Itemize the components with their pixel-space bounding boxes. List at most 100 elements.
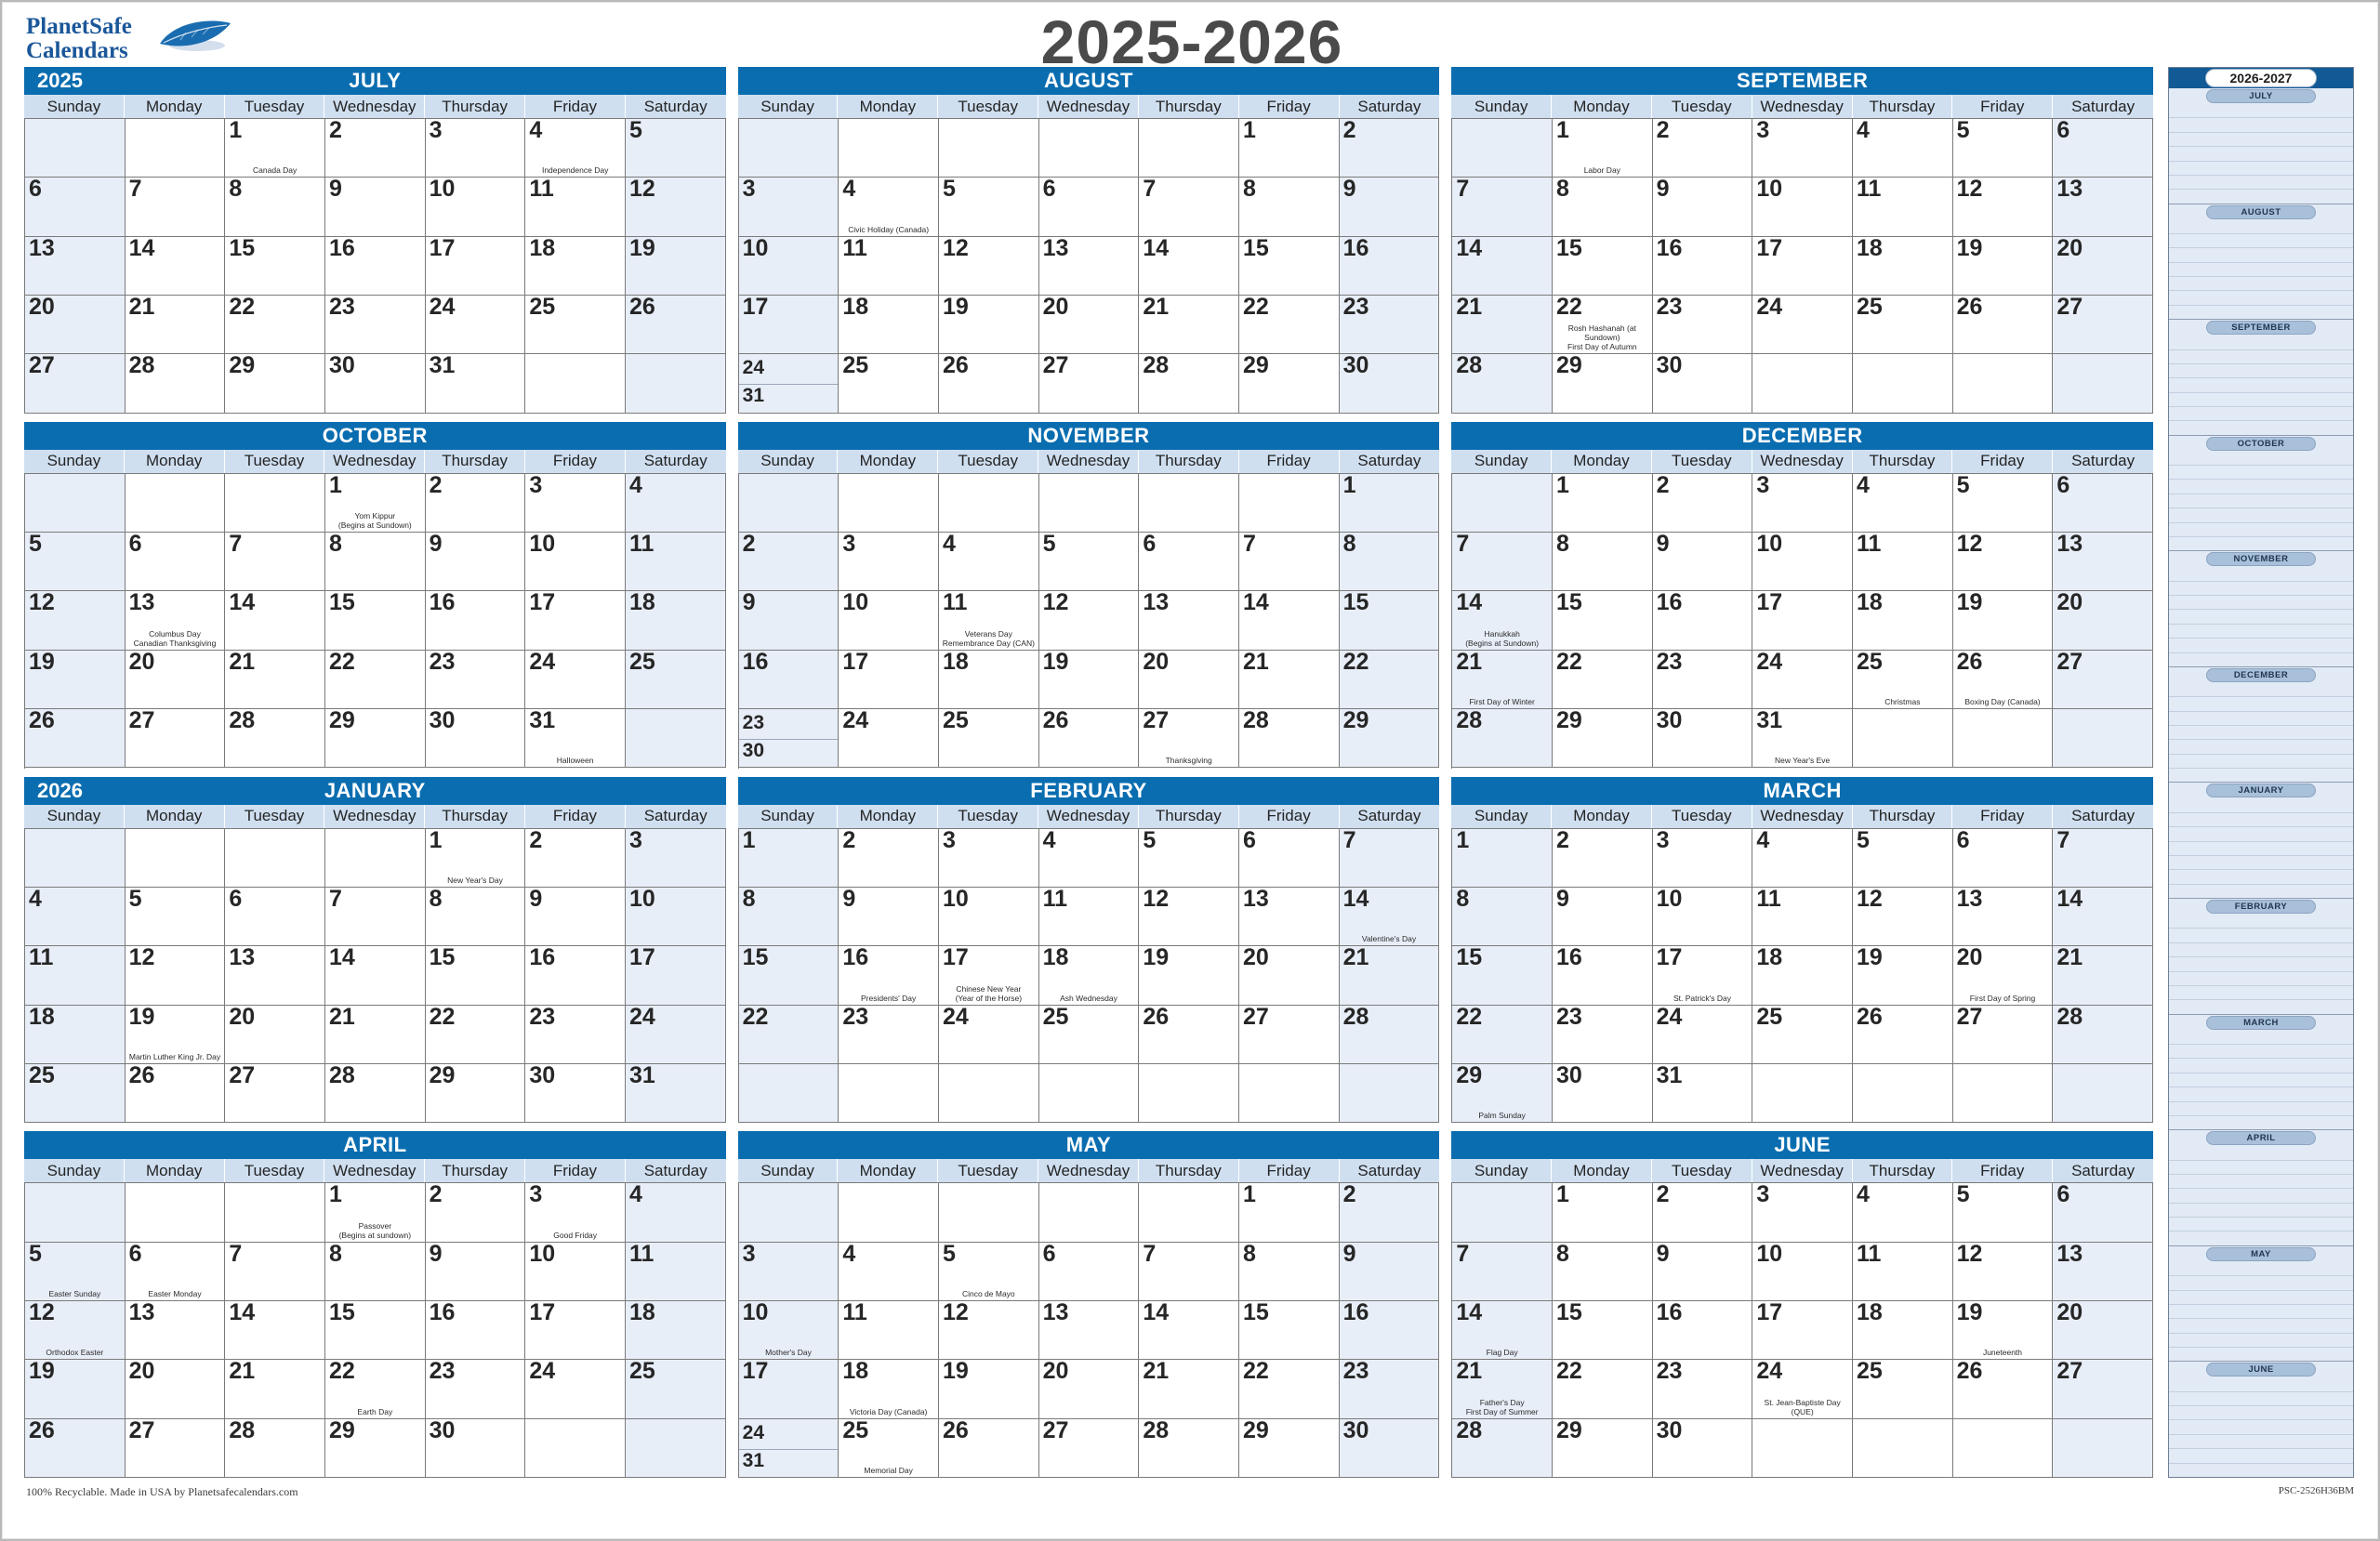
notes-line[interactable] (2169, 1231, 2353, 1245)
day-cell[interactable]: 19 (938, 1360, 1039, 1419)
day-cell[interactable]: 26 (625, 296, 726, 355)
notes-line[interactable] (2169, 929, 2353, 943)
day-cell[interactable]: 1 Yom Kippur (Begins at Sundown) (324, 473, 426, 533)
day-cell[interactable]: 27 (2053, 650, 2153, 710)
notes-line[interactable] (2169, 1000, 2353, 1013)
notes-line[interactable] (2169, 1116, 2353, 1129)
notes-lines[interactable] (2169, 1377, 2353, 1477)
day-cell[interactable]: 10 (1652, 887, 1753, 947)
day-cell[interactable]: 27 (1952, 1005, 2054, 1064)
notes-line[interactable] (2169, 336, 2353, 350)
day-cell[interactable]: 23 (1339, 296, 1440, 355)
day-cell[interactable]: 30 (1552, 1063, 1653, 1124)
notes-line[interactable] (2169, 1291, 2353, 1305)
day-cell[interactable]: 16 (324, 236, 426, 296)
day-cell[interactable]: 7 (225, 1242, 325, 1301)
notes-line[interactable] (2169, 1420, 2353, 1435)
day-cell[interactable]: 24 (1752, 296, 1853, 355)
day-cell[interactable]: 7 (1139, 178, 1239, 237)
day-cell[interactable]: 20 (1238, 946, 1340, 1006)
day-cell[interactable] (625, 354, 726, 414)
day-cell[interactable]: 5 (1139, 828, 1239, 888)
day-cell[interactable]: 11 (1852, 533, 1953, 592)
notes-line[interactable] (2169, 393, 2353, 408)
day-cell[interactable]: 26 Boxing Day (Canada) (1952, 650, 2054, 710)
notes-line[interactable] (2169, 118, 2353, 133)
day-cell[interactable] (2053, 1063, 2153, 1124)
day-cell[interactable]: 17 (625, 946, 726, 1006)
notes-lines[interactable] (2169, 1146, 2353, 1245)
day-cell[interactable]: 16 (1339, 236, 1440, 296)
day-cell[interactable]: 12 (1952, 1242, 2054, 1301)
day-cell[interactable]: 10 (938, 887, 1039, 947)
day-cell[interactable]: 5 (1952, 1183, 2054, 1243)
notes-line[interactable] (2169, 712, 2353, 727)
day-cell[interactable]: 6 (1952, 828, 2054, 888)
day-cell[interactable]: 7 (1452, 178, 1553, 237)
day-cell[interactable]: 30 (324, 354, 426, 414)
day-cell[interactable]: 9 (738, 591, 840, 651)
notes-line[interactable] (2169, 1377, 2353, 1392)
day-cell[interactable] (938, 473, 1039, 533)
notes-line[interactable] (2169, 277, 2353, 292)
day-cell[interactable]: 12 (1139, 887, 1239, 947)
day-cell[interactable]: 3 (1752, 473, 1853, 533)
day-cell[interactable]: 26 (25, 709, 126, 769)
day-cell[interactable]: 3 Good Friday (525, 1183, 626, 1243)
notes-lines[interactable] (2169, 220, 2353, 320)
notes-line[interactable] (2169, 104, 2353, 119)
day-cell[interactable]: 2 (324, 119, 426, 178)
day-cell[interactable]: 1 (1238, 1183, 1340, 1243)
day-cell[interactable]: 4 (625, 1183, 726, 1243)
day-cell[interactable]: 19 Martin Luther King Jr. Day (125, 1005, 226, 1064)
day-cell[interactable]: 7 (324, 887, 426, 947)
day-cell[interactable]: 12 (125, 946, 226, 1006)
day-cell[interactable]: 20 (225, 1005, 325, 1064)
day-cell[interactable] (225, 1183, 325, 1243)
notes-line[interactable] (2169, 1161, 2353, 1175)
day-cell[interactable]: 12 (1952, 178, 2054, 237)
notes-line[interactable] (2169, 683, 2353, 698)
notes-line[interactable] (2169, 639, 2353, 653)
notes-line[interactable] (2169, 567, 2353, 582)
day-cell[interactable]: 13 (225, 946, 325, 1006)
day-cell[interactable]: 18 (1852, 591, 1953, 651)
day-cell[interactable]: 15 (738, 946, 840, 1006)
day-cell[interactable]: 10 (625, 887, 726, 947)
day-cell[interactable]: 20 (125, 1360, 226, 1419)
day-cell[interactable]: 23 (425, 1360, 526, 1419)
day-cell[interactable]: 9 (1339, 178, 1440, 237)
day-cell[interactable] (1852, 1418, 1953, 1478)
day-cell[interactable]: 14 Valentine's Day (1339, 887, 1440, 947)
day-cell[interactable]: 23 (1652, 296, 1753, 355)
day-cell[interactable]: 23 (1652, 650, 1753, 710)
day-cell[interactable]: 22 (324, 650, 426, 710)
day-cell[interactable]: 24 (525, 1360, 626, 1419)
day-cell[interactable]: 13 (2053, 178, 2153, 237)
day-cell[interactable]: 21 (324, 1005, 426, 1064)
day-cell[interactable]: 18 (25, 1005, 126, 1064)
day-cell[interactable]: 30 (1339, 1418, 1440, 1478)
day-cell[interactable]: 8 (1552, 1242, 1653, 1301)
day-cell[interactable]: 28 (125, 354, 226, 414)
day-cell[interactable]: 7 (1452, 1242, 1553, 1301)
day-cell[interactable] (1139, 1183, 1239, 1243)
day-cell[interactable]: 17 Chinese New Year (Year of the Horse) (938, 946, 1039, 1006)
day-cell[interactable]: 31 (625, 1063, 726, 1124)
day-cell[interactable]: 17 St. Patrick's Day (1652, 946, 1753, 1006)
day-cell[interactable]: 15 (1552, 236, 1653, 296)
day-cell[interactable]: 6 (2053, 473, 2153, 533)
day-cell[interactable]: 27 Thanksgiving (1139, 709, 1239, 769)
day-cell[interactable]: 19 (938, 296, 1039, 355)
day-cell[interactable]: 11 (625, 533, 726, 592)
day-cell[interactable]: 24 (525, 650, 626, 710)
day-cell[interactable]: 8 (225, 178, 325, 237)
day-cell[interactable]: 8 (1238, 1242, 1340, 1301)
day-cell[interactable] (1952, 1418, 2054, 1478)
day-cell[interactable]: 2 (525, 828, 626, 888)
day-cell[interactable]: 2 (1652, 1183, 1753, 1243)
day-cell[interactable]: 18 Victoria Day (Canada) (839, 1360, 939, 1419)
day-cell[interactable]: 5 (1852, 828, 1953, 888)
day-cell[interactable] (839, 473, 939, 533)
day-cell[interactable]: 8 (425, 887, 526, 947)
